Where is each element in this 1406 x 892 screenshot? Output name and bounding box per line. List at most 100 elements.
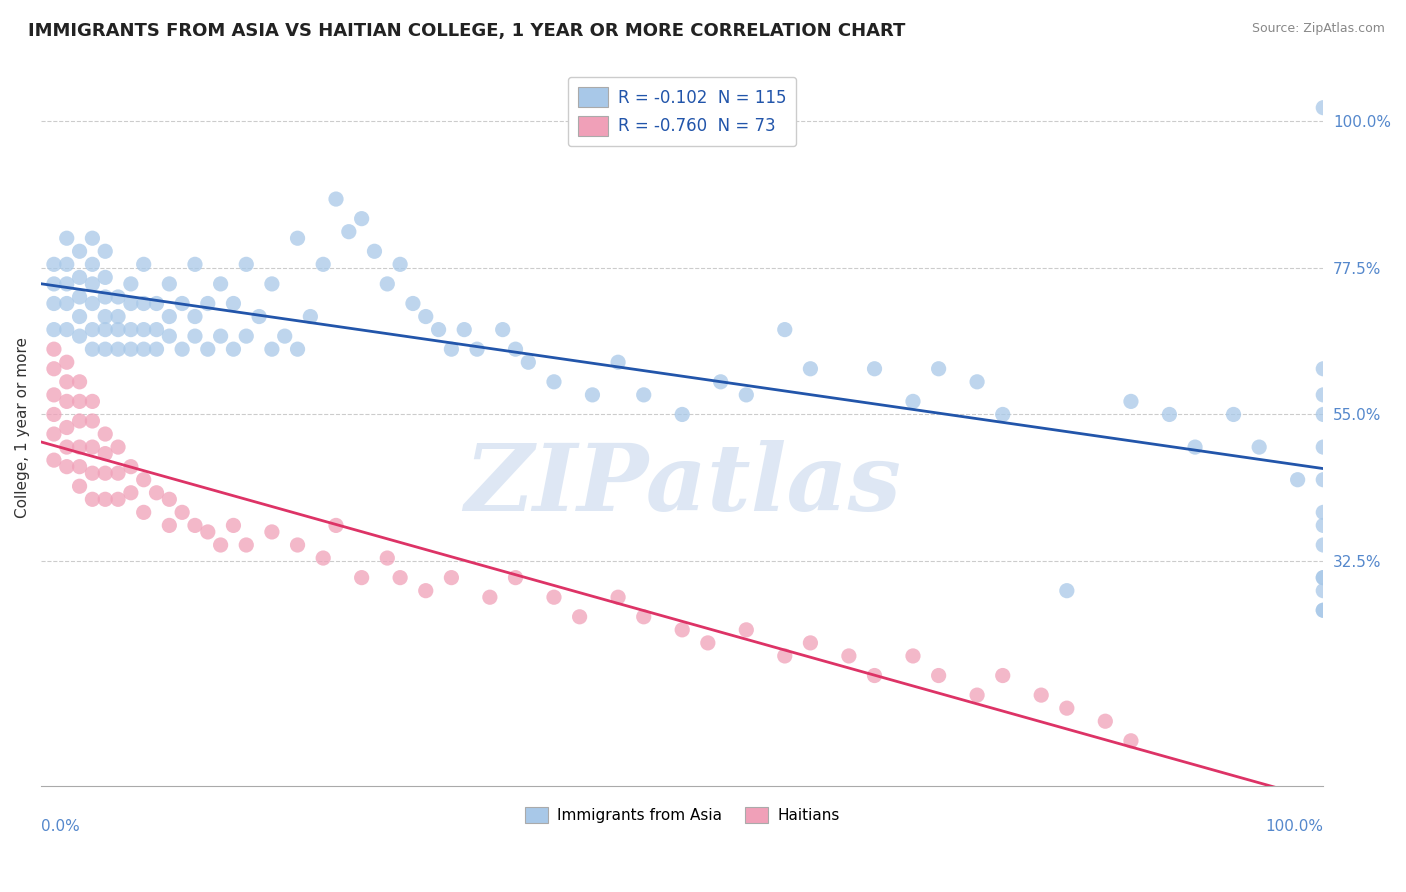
Text: 0.0%: 0.0% [41,819,80,834]
Point [863,668,886,682]
Point [478,591,501,605]
Point [1312,538,1334,552]
Point [863,361,886,376]
Point [966,375,988,389]
Point [633,609,655,624]
Point [107,342,129,356]
Point [415,583,437,598]
Point [82,492,104,507]
Point [1031,688,1053,702]
Point [82,277,104,291]
Point [42,323,65,337]
Point [157,518,180,533]
Point [465,342,488,356]
Point [312,551,335,566]
Point [1312,101,1334,115]
Point [901,394,924,409]
Point [235,538,257,552]
Point [928,668,950,682]
Point [42,388,65,402]
Point [1312,603,1334,617]
Point [222,518,245,533]
Point [69,270,91,285]
Point [633,388,655,402]
Point [492,323,515,337]
Point [184,518,207,533]
Legend: R = -0.102  N = 115, R = -0.760  N = 73: R = -0.102 N = 115, R = -0.760 N = 73 [568,77,796,146]
Point [42,427,65,442]
Point [991,668,1014,682]
Point [260,342,283,356]
Point [94,310,117,324]
Point [157,310,180,324]
Point [94,290,117,304]
Point [427,323,450,337]
Point [415,310,437,324]
Point [107,466,129,480]
Point [1312,505,1334,519]
Point [350,571,373,585]
Point [222,296,245,310]
Point [337,225,360,239]
Point [799,636,821,650]
Point [197,524,219,539]
Point [157,329,180,343]
Point [94,323,117,337]
Point [94,244,117,259]
Point [440,342,463,356]
Point [184,310,207,324]
Point [505,571,527,585]
Point [274,329,297,343]
Point [402,296,425,310]
Point [543,375,565,389]
Point [94,270,117,285]
Text: IMMIGRANTS FROM ASIA VS HAITIAN COLLEGE, 1 YEAR OR MORE CORRELATION CHART: IMMIGRANTS FROM ASIA VS HAITIAN COLLEGE,… [28,22,905,40]
Point [132,257,155,271]
Point [69,479,91,493]
Point [69,375,91,389]
Point [42,277,65,291]
Point [696,636,718,650]
Point [157,277,180,291]
Point [120,277,142,291]
Point [838,648,860,663]
Point [55,420,77,434]
Point [440,571,463,585]
Point [209,277,232,291]
Point [1312,440,1334,454]
Point [389,257,412,271]
Point [69,310,91,324]
Point [132,342,155,356]
Point [773,648,796,663]
Point [581,388,603,402]
Point [94,492,117,507]
Point [69,459,91,474]
Point [42,408,65,422]
Point [901,648,924,663]
Point [42,296,65,310]
Point [1312,518,1334,533]
Point [55,394,77,409]
Point [607,591,630,605]
Point [1056,583,1078,598]
Point [42,453,65,467]
Point [991,408,1014,422]
Point [82,414,104,428]
Point [517,355,540,369]
Text: 100.0%: 100.0% [1265,819,1323,834]
Point [55,375,77,389]
Y-axis label: College, 1 year or more: College, 1 year or more [15,337,30,518]
Point [1312,361,1334,376]
Point [235,257,257,271]
Point [1312,571,1334,585]
Point [710,375,733,389]
Point [145,342,167,356]
Point [132,505,155,519]
Point [1312,571,1334,585]
Point [157,492,180,507]
Point [287,342,309,356]
Point [94,427,117,442]
Point [260,524,283,539]
Point [966,688,988,702]
Point [107,290,129,304]
